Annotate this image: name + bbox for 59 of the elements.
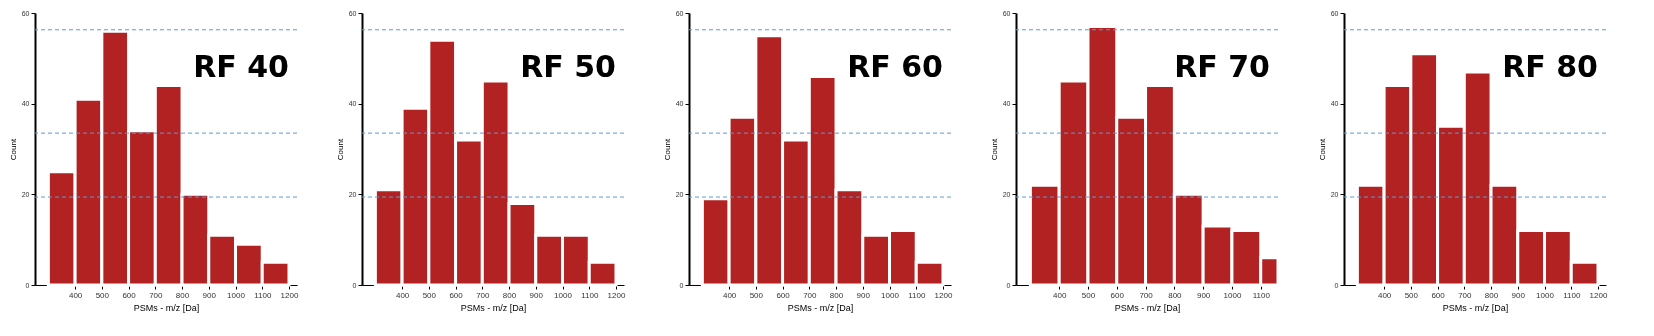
x-tick-label: 600 [1110,290,1125,300]
x-tick-label: 1200 [607,290,626,300]
annotation: RF 80 [1502,49,1598,84]
x-tick-label: 700 [1139,290,1154,300]
x-tick-label: 1100 [581,290,599,300]
x-tick-label: 1200 [1589,290,1608,300]
x-tick-label: 700 [149,290,164,300]
x-tick-label: 900 [529,290,544,300]
annotation: RF 50 [520,49,616,84]
x-tick-label: 800 [1484,290,1499,300]
x-tick-label: 500 [95,290,110,300]
x-tick-label: 600 [776,290,791,300]
x-tick-label: 500 [749,290,764,300]
y-axis-title: Count [989,138,999,161]
x-tick-label: 500 [1404,290,1419,300]
x-tick-label: 800 [829,290,844,300]
y-axis-title: Count [335,138,345,161]
x-tick-label: 700 [803,290,818,300]
annotation: RF 40 [193,49,289,84]
x-tick-label: 700 [476,290,491,300]
x-tick-label: 1100 [1563,290,1581,300]
x-tick-label: 400 [395,290,410,300]
x-tick-label: 1100 [254,290,272,300]
x-tick-label: 800 [175,290,190,300]
annotation: RF 70 [1174,49,1270,84]
x-tick-label: 400 [1053,290,1067,300]
x-tick-label: 900 [202,290,217,300]
x-tick-label: 800 [502,290,517,300]
x-axis-title: PSMs - m/z [Da] [133,302,200,313]
x-tick-label: 500 [1081,290,1096,300]
x-tick-label: 1100 [908,290,926,300]
x-axis-title: PSMs - m/z [Da] [1442,302,1509,313]
x-tick-label: 400 [1377,290,1392,300]
x-tick-label: 400 [68,290,83,300]
y-axis-title: Count [8,138,18,161]
x-tick-label: 1000 [1536,290,1555,300]
x-tick-label: 700 [1458,290,1473,300]
y-axis-title: Count [662,138,672,161]
x-tick-label: 900 [1511,290,1526,300]
x-tick-label: 1000 [881,290,900,300]
x-tick-label: 800 [1168,290,1183,300]
x-tick-label: 1200 [934,290,953,300]
x-tick-label: 1000 [554,290,573,300]
x-tick-label: 900 [1196,290,1211,300]
x-tick-label: 1100 [1252,290,1271,300]
x-axis-title: PSMs - m/z [Da] [1114,302,1181,313]
annotation: RF 60 [847,49,943,84]
x-tick-label: 1000 [227,290,246,300]
x-tick-label: 600 [122,290,137,300]
x-tick-label: 1200 [280,290,299,300]
x-tick-label: 600 [449,290,464,300]
x-tick-label: 400 [722,290,737,300]
x-tick-label: 1000 [1223,290,1242,300]
x-tick-label: 600 [1431,290,1446,300]
x-tick-label: 500 [422,290,437,300]
x-axis-title: PSMs - m/z [Da] [787,302,854,313]
x-tick-label: 900 [856,290,871,300]
x-axis-title: PSMs - m/z [Da] [460,302,527,313]
y-axis-title: Count [1317,138,1327,161]
